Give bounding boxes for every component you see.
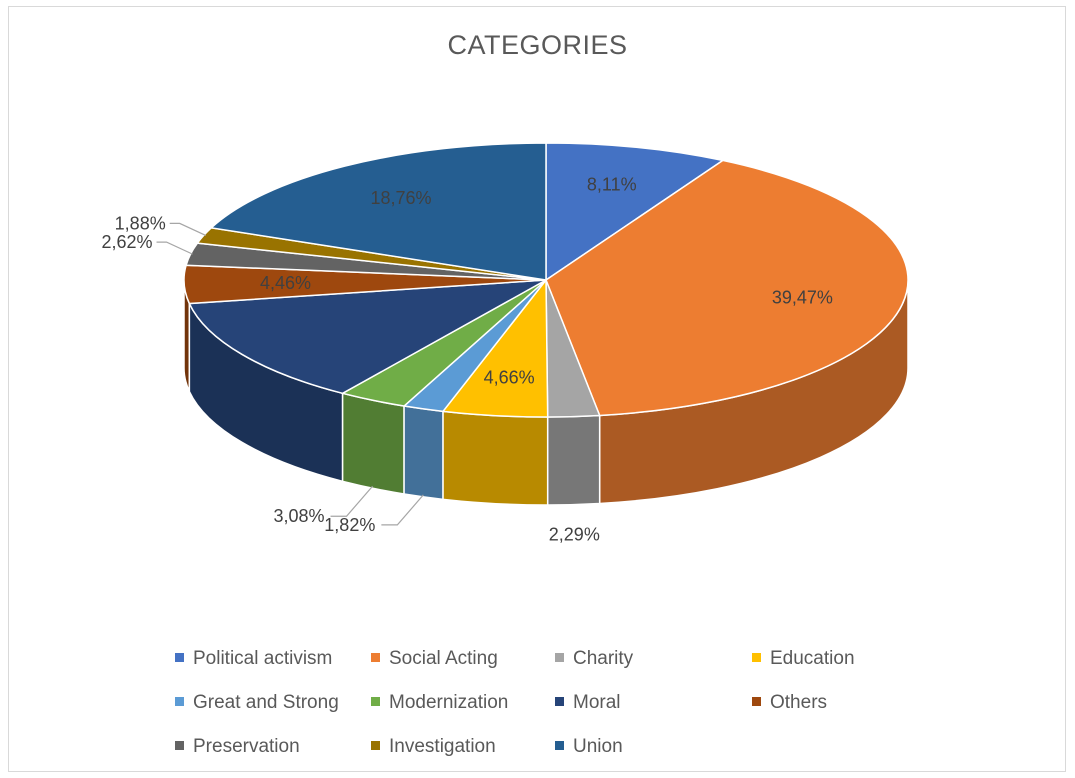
- legend-swatch: [371, 697, 380, 706]
- legend-label: Political activism: [193, 648, 333, 669]
- pie-side-great-and-strong: [403, 405, 444, 501]
- legend-label: Great and Strong: [193, 692, 339, 713]
- legend-item-charity: Charity: [555, 648, 633, 670]
- chart-title: CATEGORIES: [447, 30, 628, 60]
- legend-item-preservation: Preservation: [175, 736, 300, 758]
- legend-swatch: [175, 741, 184, 750]
- data-label-investigation: 1,88%: [115, 213, 166, 233]
- legend-item-moral: Moral: [555, 692, 621, 714]
- legend-label: Social Acting: [389, 648, 498, 669]
- legend-item-others: Others: [752, 692, 827, 714]
- legend-label: Others: [770, 692, 828, 713]
- legend-label: Union: [573, 736, 623, 757]
- data-labels: 8,11% 39,47% 2,29% 4,66% 1,82%3,08% 4,46% 2,62…: [101, 175, 832, 545]
- legend-item-social-acting: Social Acting: [371, 648, 498, 670]
- legend-item-education: Education: [752, 648, 855, 670]
- legend-label: Charity: [573, 648, 634, 669]
- legend-item-modernization: Modernization: [371, 692, 508, 714]
- pie-side-charity: [546, 414, 601, 506]
- legend-swatch: [555, 697, 564, 706]
- legend-label: Investigation: [389, 736, 496, 757]
- legend-swatch: [175, 697, 184, 706]
- pie-chart: 8,11% 39,47% 2,29% 4,66% 1,82%3,08% 4,46% 2,62…: [101, 142, 909, 545]
- legend-swatch: [555, 653, 564, 662]
- legend-swatch: [752, 697, 761, 706]
- legend-label: Preservation: [193, 736, 300, 757]
- data-label-charity: 2,29%: [549, 525, 600, 545]
- legend-label: Education: [770, 648, 855, 669]
- legend-swatch: [371, 653, 380, 662]
- data-label-preservation: 2,62%: [101, 232, 152, 252]
- data-label-great-and-strong: 1,82%: [324, 515, 375, 535]
- legend-item-union: Union: [555, 736, 623, 758]
- legend-item-political-activism: Political activism: [175, 648, 332, 670]
- pie-side-modernization: [341, 392, 405, 495]
- data-label-modernization-leader: [330, 485, 373, 517]
- data-label-investigation-leader: [169, 222, 206, 236]
- legend-swatch: [555, 741, 564, 750]
- pie-slice-moral: [188, 279, 547, 395]
- data-label-political-activism: 8,11%: [587, 175, 637, 195]
- legend-swatch: [371, 741, 380, 750]
- data-label-others: 4,46%: [260, 273, 311, 293]
- data-label-great-and-strong-leader: [381, 494, 424, 526]
- legend-swatch: [752, 653, 761, 662]
- data-label-social-acting: 39,47%: [772, 288, 833, 308]
- legend-swatch: [175, 653, 184, 662]
- leader-lines: [156, 222, 424, 526]
- data-label-preservation-leader: [156, 241, 193, 255]
- pie-top-faces: [183, 142, 909, 418]
- legend-item-great-and-strong: Great and Strong: [175, 692, 339, 714]
- data-label-union: 18,76%: [370, 188, 431, 208]
- pie-side-education: [442, 410, 549, 506]
- data-label-modernization: 3,08%: [273, 506, 324, 526]
- legend-label: Modernization: [389, 692, 509, 713]
- pie-slice-political-activism: [545, 142, 725, 282]
- legend-item-investigation: Investigation: [371, 736, 496, 758]
- pie-slice-social-acting: [545, 159, 909, 417]
- legend-label: Moral: [573, 692, 621, 713]
- pie-slice-union: [209, 142, 547, 281]
- data-label-education: 4,66%: [484, 368, 535, 388]
